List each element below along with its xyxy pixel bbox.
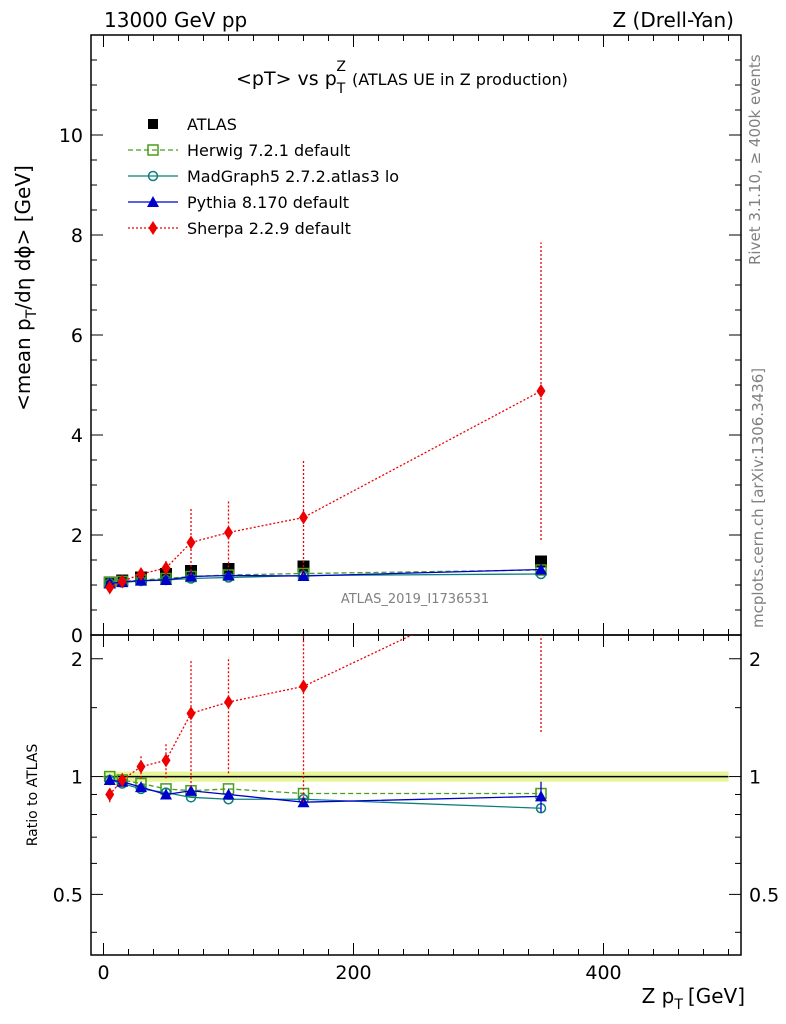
data-point <box>297 570 310 581</box>
data-point <box>148 221 158 235</box>
main-y-tick-label: 6 <box>71 325 83 347</box>
main-series-group <box>103 242 547 595</box>
data-point <box>148 119 158 129</box>
data-point <box>135 781 147 793</box>
main-y-tick-label: 2 <box>71 525 83 547</box>
plot-title-sub: T <box>336 81 346 97</box>
ratio-y-tick-label-right: 0.5 <box>749 884 779 906</box>
data-point <box>185 784 197 796</box>
ratio-series-group <box>103 635 547 814</box>
ratio-plot-frame <box>90 634 742 956</box>
ratio-y-tick-label: 2 <box>71 649 83 671</box>
series-sherpa <box>105 242 546 595</box>
plot-title: <pT> vs pTZ (ATLAS UE in Z production) <box>236 59 568 97</box>
series-line <box>109 569 542 584</box>
x-axis-label: Z pT [GeV] <box>642 984 745 1013</box>
mcplots-label: mcplots.cern.ch [arXiv:1306.3436] <box>749 368 767 628</box>
data-point <box>105 580 115 595</box>
ratio-y-tick-label-right: 1 <box>749 767 761 789</box>
ratio-y-label: Ratio to ATLAS <box>25 744 41 847</box>
data-point <box>536 384 546 398</box>
data-point <box>186 706 196 721</box>
series-sherpa <box>105 635 542 803</box>
data-point <box>117 574 127 589</box>
main-y-tick-label: 0 <box>71 625 83 647</box>
series-line <box>109 635 414 795</box>
series-line <box>109 568 542 585</box>
analysis-id: ATLAS_2019_I1736531 <box>341 592 489 607</box>
data-point <box>161 753 171 768</box>
main-y-tick-label: 10 <box>59 125 83 147</box>
ratio-y-tick-label: 1 <box>71 767 83 789</box>
data-point <box>160 788 172 800</box>
series-clip <box>103 242 547 595</box>
data-point <box>105 787 115 802</box>
legend-label: MadGraph5 2.7.2.atlas3 lo <box>187 167 399 186</box>
plot-title-rest: (ATLAS UE in Z production) <box>352 70 568 89</box>
data-point <box>117 772 127 787</box>
data-point <box>535 563 547 575</box>
data-point <box>136 759 146 774</box>
main-y-label: <mean pT/dη dϕ> [GeV] <box>11 165 40 411</box>
data-point <box>147 196 159 207</box>
x-axis-label-sub: T <box>673 997 683 1013</box>
data-point <box>222 569 235 581</box>
ratio-y-tick-label-right: 2 <box>749 649 761 671</box>
data-point <box>222 563 235 575</box>
legend-label: Sherpa 2.2.9 default <box>187 219 351 238</box>
ratio-axis-ticks: 0.5 0.5 1 1 2 2 0 200 400 <box>53 649 779 984</box>
data-point <box>224 695 233 710</box>
data-point <box>185 570 197 582</box>
data-point <box>535 790 547 802</box>
series-line <box>109 779 542 803</box>
legend: ATLAS Herwig 7.2.1 default MadGraph5 2.7.2… <box>128 115 399 238</box>
main-y-label-sub: T <box>24 309 40 319</box>
x-tick-label: 200 <box>335 962 371 984</box>
data-point <box>103 773 116 785</box>
series-clip <box>103 635 547 814</box>
main-y-tick-label: 4 <box>71 425 83 447</box>
x-axis-label-rest: [GeV] <box>688 984 745 1008</box>
legend-label: ATLAS <box>187 115 237 134</box>
energy-label: 13000 GeV pp <box>104 8 247 32</box>
plot-title-main: <pT> vs p <box>236 68 337 90</box>
data-point <box>299 510 308 525</box>
ratio-reference-band <box>103 771 729 782</box>
data-point <box>160 574 172 585</box>
x-tick-label: 400 <box>585 962 621 984</box>
data-point <box>222 788 235 800</box>
data-point <box>147 170 159 182</box>
x-tick-label: 0 <box>97 962 109 984</box>
data-point <box>186 535 196 550</box>
data-point <box>136 567 146 581</box>
process-label: Z (Drell-Yan) <box>612 8 734 32</box>
legend-label: Pythia 8.170 default <box>187 193 349 212</box>
ratio-y-tick-label: 0.5 <box>53 884 83 906</box>
rivet-label: Rivet 3.1.10, ≥ 400k events <box>746 54 764 265</box>
data-point <box>299 679 308 694</box>
main-y-label-a: <mean p <box>11 318 35 411</box>
main-y-label-rest: /dη dϕ> [GeV] <box>11 165 35 310</box>
data-point <box>147 144 159 156</box>
data-point <box>224 525 233 540</box>
data-point <box>161 561 171 575</box>
series-line <box>109 390 542 589</box>
main-y-tick-label: 8 <box>71 225 83 247</box>
legend-label: Herwig 7.2.1 default <box>187 141 350 160</box>
plot-title-sup: Z <box>336 59 346 75</box>
x-axis-label-a: Z p <box>642 984 675 1008</box>
